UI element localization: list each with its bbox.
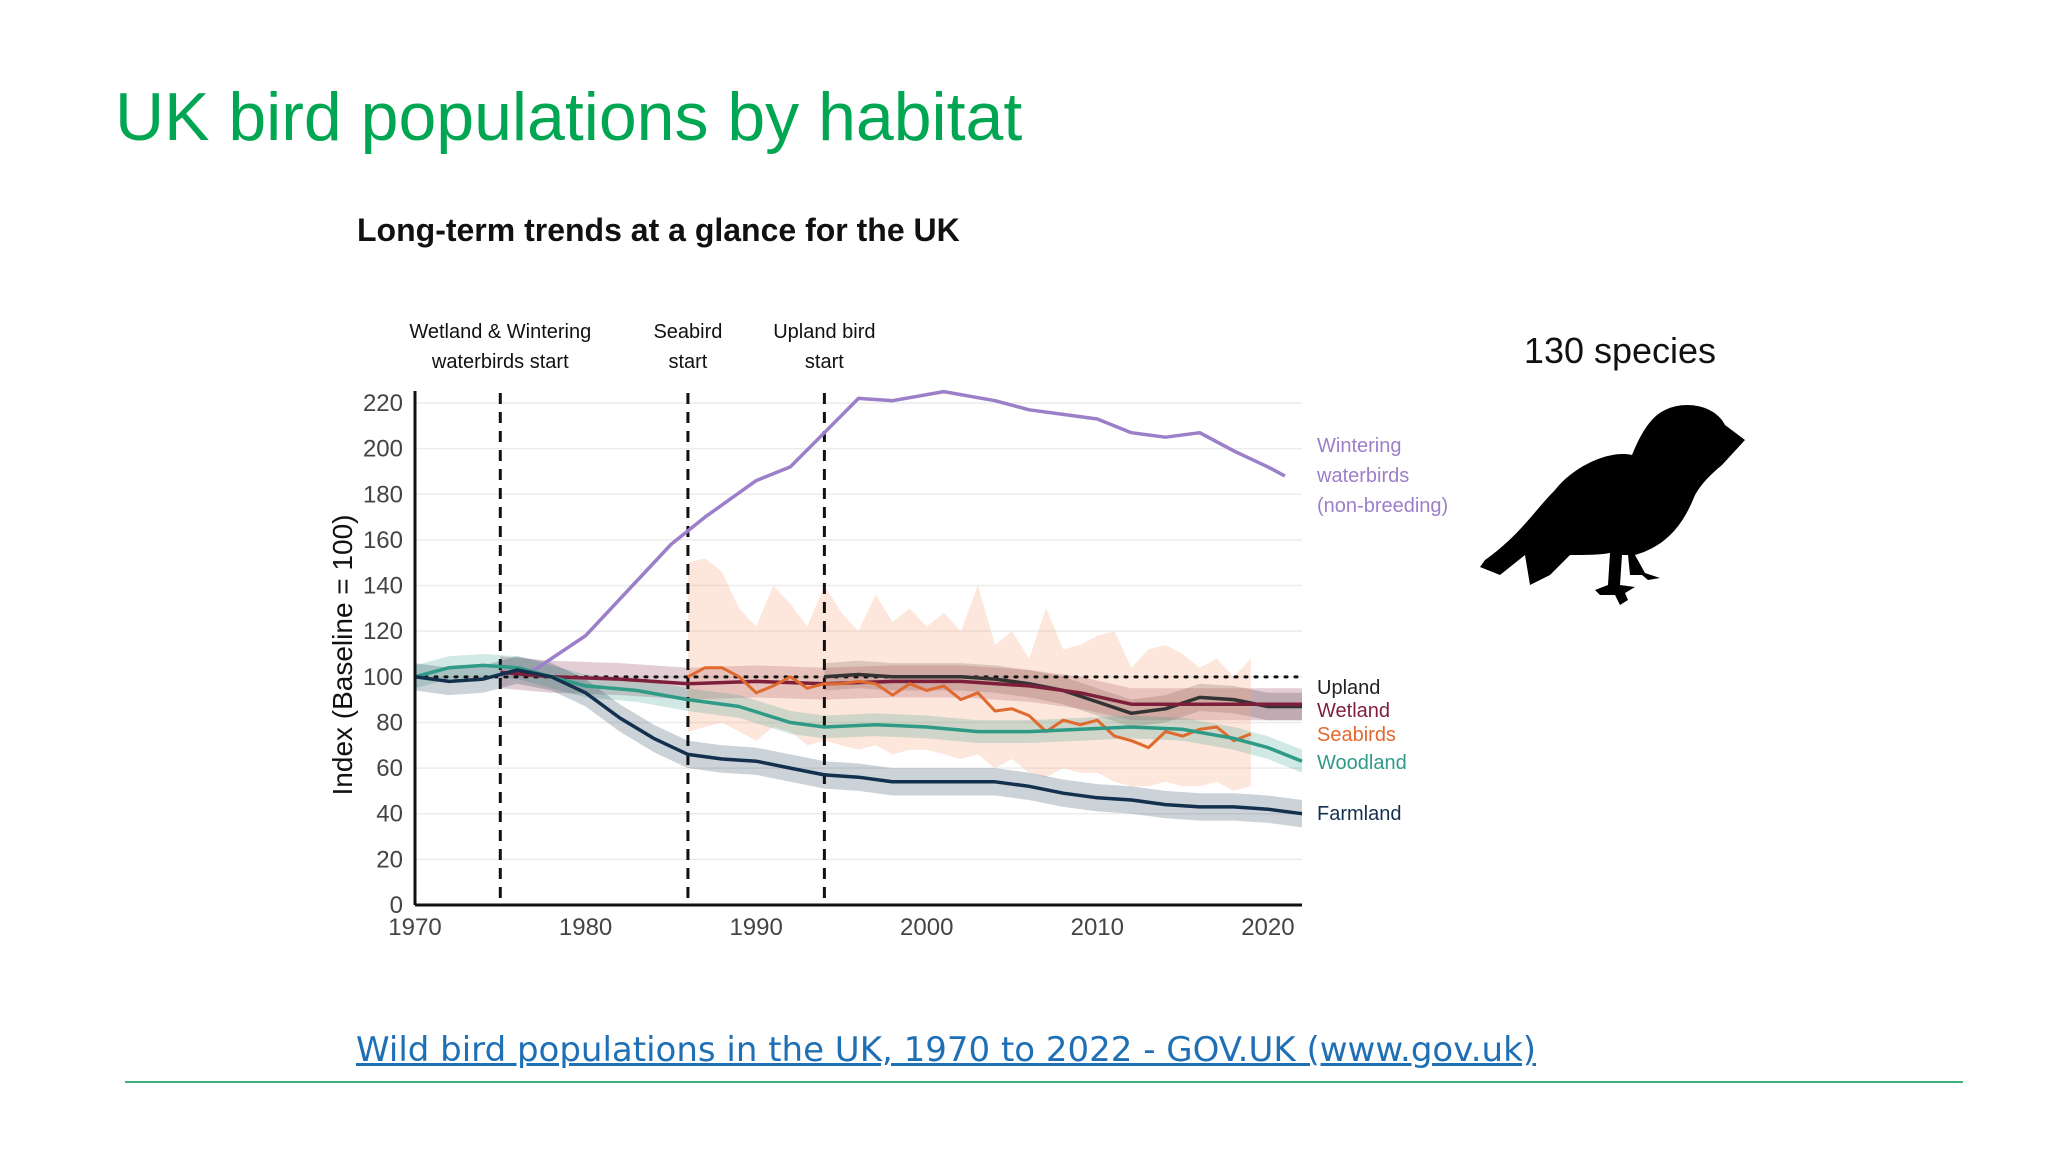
- x-tick-label: 1970: [388, 914, 441, 941]
- start-marker-label-1975: Wetland & Wintering: [409, 321, 591, 343]
- y-tick-label: 80: [376, 709, 403, 736]
- y-tick-label: 20: [376, 846, 403, 873]
- series-line-wetland: [500, 670, 1302, 706]
- series-label-wintering-waterbirds-non-breeding-: (non-breeding): [1317, 495, 1448, 517]
- slide-title: UK bird populations by habitat: [115, 79, 1023, 155]
- x-tick-label: 2000: [900, 914, 953, 941]
- start-marker-label-1994: start: [805, 351, 844, 373]
- start-marker-label-1986: start: [668, 351, 707, 373]
- trend-chart: Wetland & Wintering waterbirds start Seabi…: [327, 321, 1448, 941]
- y-tick-label: 140: [363, 573, 403, 600]
- y-tick-label: 180: [363, 481, 403, 508]
- start-marker-label-1975: waterbirds start: [431, 351, 569, 373]
- footer-divider: [125, 1081, 1963, 1083]
- series-line-farmland: [414, 668, 1303, 816]
- band-woodland: [415, 654, 1302, 773]
- footer-mark: [985, 1136, 1080, 1142]
- series-label-farmland: Farmland: [1317, 803, 1401, 825]
- series-label-wetland: Wetland: [1317, 700, 1390, 722]
- y-tick-label: 100: [363, 664, 403, 691]
- y-tick-label: 160: [363, 527, 403, 554]
- y-tick-label: 40: [376, 801, 403, 828]
- y-tick-label: 200: [363, 436, 403, 463]
- chart-title: Long-term trends at a glance for the UK: [357, 212, 960, 248]
- series-label-wintering-waterbirds-non-breeding-: Wintering: [1317, 435, 1401, 457]
- x-tick-label: 2020: [1241, 914, 1294, 941]
- band-farmland: [415, 656, 1302, 828]
- y-tick-label: 60: [376, 755, 403, 782]
- series-label-upland: Upland: [1317, 677, 1380, 699]
- x-tick-label: 1990: [729, 914, 782, 941]
- source-link[interactable]: Wild bird populations in the UK, 1970 to…: [356, 1030, 1537, 1070]
- y-tick-label: 0: [390, 892, 403, 919]
- series-line-wintering-waterbirds-non-breeding-: [500, 389, 1286, 677]
- bird-silhouette-icon: [1480, 405, 1745, 605]
- start-marker-label-1994: Upland bird: [773, 321, 875, 343]
- series-line-seabirds: [687, 666, 1252, 750]
- series-label-wintering-waterbirds-non-breeding-: waterbirds: [1316, 465, 1409, 487]
- start-marker-label-1986: Seabird: [653, 321, 722, 343]
- y-tick-label: 120: [363, 618, 403, 645]
- x-tick-label: 2010: [1071, 914, 1124, 941]
- y-axis-label: Index (Baseline = 100): [327, 515, 358, 796]
- species-count: 130 species: [1523, 330, 1717, 371]
- x-tick-label: 1980: [559, 914, 612, 941]
- y-tick-label: 220: [363, 390, 403, 417]
- series-label-woodland: Woodland: [1317, 752, 1407, 774]
- series-label-seabirds: Seabirds: [1317, 724, 1396, 746]
